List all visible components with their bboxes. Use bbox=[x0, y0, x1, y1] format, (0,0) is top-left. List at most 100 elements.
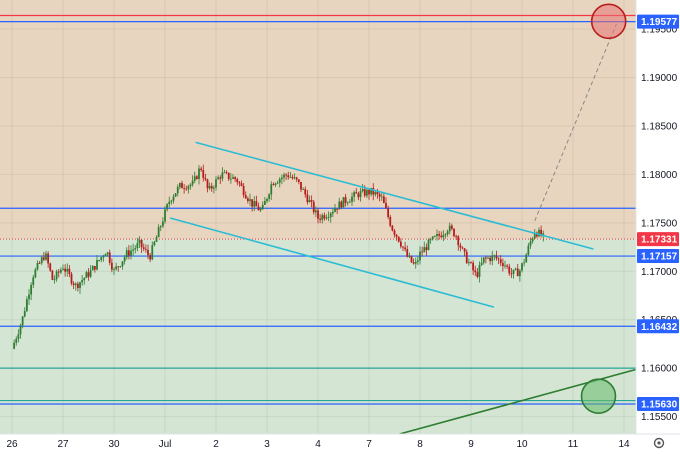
candle-body bbox=[314, 210, 317, 213]
candle-body bbox=[151, 245, 154, 260]
time-tick-label: 4 bbox=[315, 439, 321, 450]
candle-body bbox=[283, 174, 285, 178]
candle-body bbox=[397, 236, 400, 242]
candle-body bbox=[433, 236, 436, 237]
candle-body bbox=[157, 227, 160, 238]
target-circle-0[interactable] bbox=[590, 3, 627, 40]
candle-body bbox=[62, 268, 64, 270]
candle-body bbox=[32, 277, 35, 285]
candle-body bbox=[455, 236, 458, 238]
zone-0 bbox=[0, 0, 636, 240]
time-tick-label: 10 bbox=[516, 439, 528, 450]
candle-body bbox=[487, 257, 489, 259]
candle-body bbox=[174, 193, 177, 197]
candle-body bbox=[193, 176, 196, 181]
time-tick-label: 7 bbox=[366, 439, 372, 450]
candle-body bbox=[17, 334, 20, 339]
candle-body bbox=[395, 234, 398, 237]
price-axis-bg bbox=[636, 0, 680, 434]
candle-body bbox=[149, 255, 152, 260]
gear-icon[interactable] bbox=[653, 437, 665, 449]
candle-body bbox=[23, 311, 26, 317]
candle-body bbox=[38, 262, 41, 264]
trend-line[interactable] bbox=[399, 361, 663, 435]
candle-body bbox=[538, 229, 540, 237]
candle-body bbox=[372, 187, 375, 195]
candle-body bbox=[53, 279, 56, 281]
candle-body bbox=[508, 266, 511, 274]
candle-body bbox=[285, 174, 288, 176]
candle-body bbox=[353, 192, 356, 197]
price-axis[interactable]: 1.155001.160001.165001.170001.175001.180… bbox=[635, 0, 680, 434]
channel-line-1[interactable] bbox=[169, 217, 495, 308]
candle-body bbox=[331, 211, 334, 214]
candle-body bbox=[270, 184, 273, 195]
candle-body bbox=[204, 177, 207, 180]
candle-body bbox=[185, 188, 188, 190]
candle-body bbox=[215, 179, 217, 188]
candle-body bbox=[234, 177, 237, 180]
candle-body bbox=[98, 260, 101, 261]
candle-body bbox=[470, 262, 472, 264]
candle-body bbox=[491, 255, 494, 261]
level-badge-3: 1.15630 bbox=[641, 399, 678, 410]
candle-body bbox=[351, 196, 353, 202]
candle-body bbox=[278, 179, 281, 183]
projection-line[interactable] bbox=[534, 24, 617, 222]
candle-body bbox=[412, 262, 415, 264]
candle-body bbox=[49, 263, 52, 271]
candle-body bbox=[472, 262, 475, 271]
candle-body bbox=[323, 215, 326, 219]
candle-body bbox=[295, 177, 298, 180]
candle-body bbox=[427, 239, 430, 251]
candle-body bbox=[478, 265, 481, 277]
candle-body bbox=[463, 248, 466, 252]
candle-body bbox=[518, 270, 521, 277]
candle-body bbox=[83, 277, 86, 281]
candle-body bbox=[516, 268, 519, 277]
candle-body bbox=[257, 206, 260, 211]
candle-body bbox=[359, 191, 362, 198]
candle-body bbox=[104, 254, 107, 257]
time-tick-label: 2 bbox=[213, 439, 219, 450]
time-axis[interactable]: 26 27 30 Jul 2 3 4 7 8 9 10 11 14 bbox=[0, 433, 680, 454]
candle-body bbox=[399, 241, 402, 247]
level-badge-2-bg bbox=[637, 319, 679, 334]
candle-body bbox=[523, 262, 526, 264]
candle-body bbox=[450, 225, 453, 229]
candle-body bbox=[102, 256, 105, 258]
candle-body bbox=[421, 251, 424, 253]
candle-body bbox=[72, 283, 75, 286]
current-price-badge: 1.17331 bbox=[641, 235, 678, 246]
price-tick-label: 1.18500 bbox=[641, 121, 678, 132]
candle-body bbox=[100, 257, 103, 261]
candle-body bbox=[28, 294, 30, 300]
candle-body bbox=[344, 197, 347, 203]
candle-body bbox=[36, 262, 39, 270]
candle-body bbox=[176, 187, 179, 194]
candle-body bbox=[480, 262, 483, 266]
candle-body bbox=[408, 255, 411, 257]
candle-body bbox=[189, 184, 192, 187]
candle-body bbox=[319, 218, 322, 220]
candle-body bbox=[259, 209, 262, 211]
candle-body bbox=[484, 257, 487, 259]
candle-body bbox=[144, 248, 147, 250]
price-tick-label: 1.19000 bbox=[641, 73, 678, 84]
candle-body bbox=[40, 257, 43, 264]
candle-body bbox=[153, 241, 156, 246]
candle-body bbox=[387, 208, 390, 218]
candle-body bbox=[391, 225, 394, 231]
candle-body bbox=[297, 179, 300, 182]
candle-body bbox=[55, 271, 58, 280]
candle-body bbox=[425, 247, 428, 251]
candle-body bbox=[467, 262, 470, 264]
price-tick-label: 1.15500 bbox=[641, 412, 678, 423]
candle-body bbox=[183, 188, 186, 189]
target-circle-1[interactable] bbox=[580, 378, 617, 415]
channel-line-0[interactable] bbox=[195, 141, 594, 250]
candle-body bbox=[21, 316, 24, 326]
candle-body bbox=[130, 250, 132, 256]
candle-body bbox=[132, 249, 135, 251]
